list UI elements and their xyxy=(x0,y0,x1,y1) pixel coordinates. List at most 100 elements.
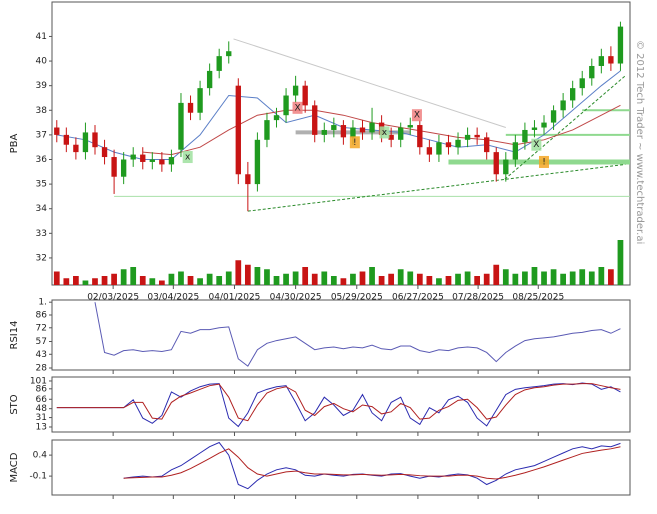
candle-body xyxy=(426,147,433,155)
candle-body xyxy=(178,102,184,150)
volume-bar xyxy=(73,276,79,285)
y-axis-title: MACD xyxy=(9,452,20,482)
volume-bar xyxy=(330,276,337,285)
signal-marker xyxy=(411,109,422,122)
sto-panel xyxy=(51,376,631,433)
indicator-line xyxy=(56,383,621,422)
trend-line xyxy=(504,75,626,180)
volume-bar xyxy=(216,276,223,285)
candle-body xyxy=(264,120,270,140)
y-tick-label: 1. xyxy=(38,298,47,308)
candle-body xyxy=(159,159,165,165)
candle-body xyxy=(522,129,528,143)
volume-bar xyxy=(608,269,614,285)
volume-bar xyxy=(244,264,251,285)
volume-bar xyxy=(550,269,557,285)
x-tick-label: 03/04/2025 xyxy=(147,293,199,303)
volume-bar xyxy=(82,280,89,285)
candle-body xyxy=(54,127,60,135)
watermark: © 2012 Tech Trader ~ www.techtrader.ai xyxy=(634,40,645,244)
candle-body xyxy=(149,159,155,162)
volume-bar xyxy=(560,273,566,285)
signal-label: x xyxy=(185,153,191,163)
candle-body xyxy=(101,147,108,158)
volume-bar xyxy=(101,276,108,285)
candle-body xyxy=(111,157,117,177)
volume-bar xyxy=(493,264,500,285)
candle-body xyxy=(369,122,375,133)
volume-bar xyxy=(436,278,442,285)
y-tick-label: 32 xyxy=(36,253,47,263)
candle-body xyxy=(617,26,624,64)
candle-body xyxy=(254,139,261,185)
y-axis-title: PBA xyxy=(9,133,20,153)
volume-bar xyxy=(541,271,547,285)
y-tick-label: 86 xyxy=(36,384,48,394)
moving-average xyxy=(142,104,621,156)
y-tick-label: -0.1 xyxy=(29,472,47,482)
volume-bar xyxy=(264,269,270,285)
y-tick-label: 0.4 xyxy=(33,451,48,461)
candle-body xyxy=(235,85,241,175)
y-tick-label: 37 xyxy=(36,130,47,140)
signal-label: ! xyxy=(542,157,546,167)
x-tick-label: 07/28/2025 xyxy=(452,293,504,303)
volume-bar xyxy=(130,267,137,285)
volume-bar xyxy=(426,276,433,285)
volume-bar xyxy=(340,278,347,285)
y-tick-label: 34 xyxy=(36,204,48,214)
candle-body xyxy=(541,122,547,128)
volume-bar xyxy=(369,267,375,285)
signal-marker xyxy=(182,151,193,164)
y-tick-label: 57 xyxy=(36,337,47,347)
candle-body xyxy=(321,129,327,135)
y-axis-title: STO xyxy=(9,394,20,414)
volume-bar xyxy=(53,271,60,285)
x-tick-label: 05/29/2025 xyxy=(331,293,383,303)
candle-body xyxy=(570,88,576,101)
y-tick-label: 13 xyxy=(36,422,47,432)
volume-bar xyxy=(569,271,576,285)
x-tick-label: 08/25/2025 xyxy=(512,293,564,303)
volume-bar xyxy=(225,271,232,285)
trend-line xyxy=(247,163,626,212)
indicator-line xyxy=(56,382,621,428)
signal-marker xyxy=(531,138,542,151)
candle-body xyxy=(120,159,127,177)
y-axis-title: RSI14 xyxy=(9,321,20,350)
volume-bar xyxy=(416,273,423,285)
y-tick-label: 36 xyxy=(36,155,48,165)
y-tick-label: 41 xyxy=(36,32,47,42)
candle-body xyxy=(531,127,538,130)
volume-bar xyxy=(522,271,528,285)
candle-body xyxy=(302,85,308,106)
volume-bar xyxy=(139,276,146,285)
y-tick-label: 35 xyxy=(36,180,47,190)
indicator-line xyxy=(123,446,621,480)
candle-body xyxy=(92,132,98,148)
candle-body xyxy=(273,115,280,121)
candle-body xyxy=(73,144,79,153)
volume-bar xyxy=(359,271,366,285)
volume-bar xyxy=(502,269,509,285)
volume-bar xyxy=(273,276,280,285)
volume-bar xyxy=(483,273,490,285)
y-tick-label: 66 xyxy=(36,395,48,405)
volume-bar xyxy=(92,278,98,285)
candle-body xyxy=(474,134,480,138)
signal-label: X xyxy=(294,103,300,113)
x-tick-label: 02/03/2025 xyxy=(87,293,139,303)
signal-marker xyxy=(379,126,390,139)
volume-bar xyxy=(378,276,385,285)
candle-body xyxy=(608,56,614,64)
volume-bar xyxy=(598,267,605,285)
volume-bar xyxy=(474,276,481,285)
candle-body xyxy=(245,174,251,185)
volume-bar xyxy=(120,269,127,285)
y-tick-label: 101 xyxy=(30,376,47,386)
candle-body xyxy=(226,51,232,57)
candle-body xyxy=(292,85,299,96)
signal-marker xyxy=(349,136,360,149)
volume-bar xyxy=(455,273,461,285)
